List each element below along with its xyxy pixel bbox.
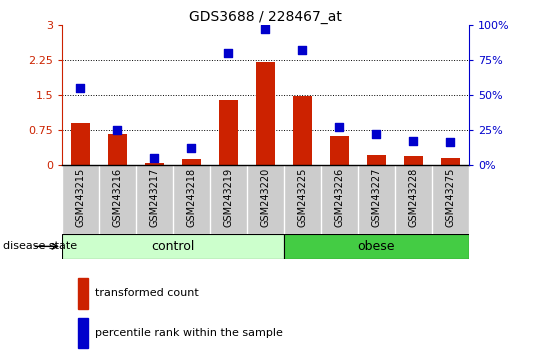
Text: transformed count: transformed count bbox=[94, 289, 198, 298]
Text: GSM243216: GSM243216 bbox=[113, 168, 122, 227]
Point bbox=[150, 155, 159, 160]
Bar bbox=[256, 62, 275, 165]
Bar bbox=[62, 234, 284, 259]
Text: disease state: disease state bbox=[3, 241, 77, 251]
Bar bbox=[219, 100, 238, 165]
Bar bbox=[330, 136, 349, 165]
Text: percentile rank within the sample: percentile rank within the sample bbox=[94, 328, 282, 338]
Text: obese: obese bbox=[358, 240, 395, 253]
Text: GSM243225: GSM243225 bbox=[298, 168, 307, 227]
Bar bbox=[404, 156, 423, 165]
Point bbox=[298, 47, 307, 53]
Title: GDS3688 / 228467_at: GDS3688 / 228467_at bbox=[189, 10, 342, 24]
Text: GSM243217: GSM243217 bbox=[149, 168, 160, 227]
Bar bbox=[284, 234, 469, 259]
Text: GSM243219: GSM243219 bbox=[224, 168, 233, 227]
Bar bbox=[108, 134, 127, 165]
Bar bbox=[367, 155, 386, 165]
Bar bbox=[145, 163, 164, 165]
Bar bbox=[78, 278, 88, 309]
Bar bbox=[78, 318, 88, 348]
Point bbox=[261, 26, 270, 32]
Text: GSM243215: GSM243215 bbox=[75, 168, 86, 227]
Text: GSM243218: GSM243218 bbox=[186, 168, 197, 227]
Point bbox=[113, 127, 122, 132]
Text: GSM243275: GSM243275 bbox=[445, 168, 455, 227]
Text: GSM243226: GSM243226 bbox=[334, 168, 344, 227]
Point bbox=[76, 85, 85, 91]
Bar bbox=[441, 158, 460, 165]
Bar bbox=[293, 96, 312, 165]
Text: GSM243228: GSM243228 bbox=[409, 168, 418, 227]
Text: GSM243220: GSM243220 bbox=[260, 168, 271, 227]
Point bbox=[187, 145, 196, 151]
Text: control: control bbox=[151, 240, 195, 253]
Point bbox=[409, 138, 418, 144]
Point bbox=[372, 131, 381, 137]
Point bbox=[224, 50, 233, 56]
Bar bbox=[182, 159, 201, 165]
Text: GSM243227: GSM243227 bbox=[371, 168, 382, 227]
Bar bbox=[71, 123, 89, 165]
Point bbox=[446, 139, 455, 145]
Point bbox=[335, 124, 344, 130]
